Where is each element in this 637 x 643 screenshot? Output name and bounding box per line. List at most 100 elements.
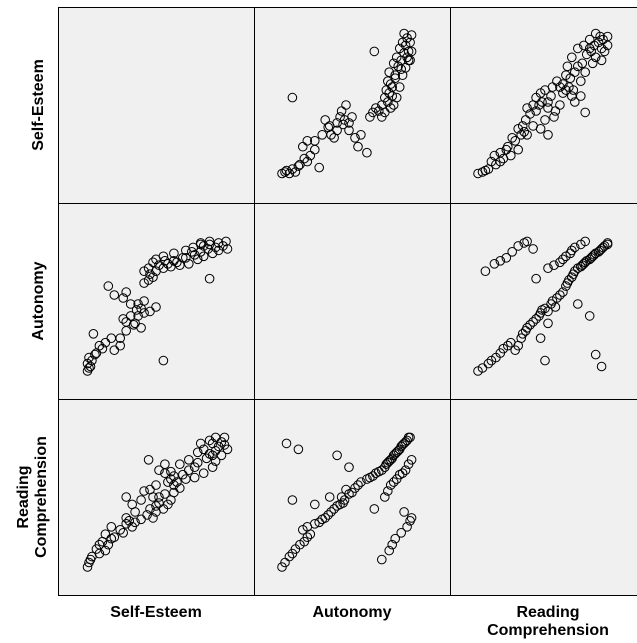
data-point bbox=[154, 465, 164, 476]
data-point bbox=[543, 97, 553, 107]
panel-autonomy-vs-selfesteem bbox=[82, 236, 233, 376]
data-point bbox=[525, 320, 535, 330]
data-point bbox=[189, 472, 200, 483]
data-point bbox=[314, 162, 325, 173]
data-point bbox=[550, 302, 561, 312]
data-point bbox=[198, 468, 209, 479]
data-point bbox=[507, 133, 518, 143]
data-point bbox=[516, 130, 527, 140]
data-point bbox=[121, 287, 131, 297]
data-point bbox=[281, 438, 292, 449]
data-point bbox=[513, 124, 524, 134]
data-point bbox=[396, 528, 407, 538]
data-point bbox=[525, 109, 535, 119]
data-point bbox=[131, 305, 142, 315]
column-label-0-line-0: Self-Esteem bbox=[110, 604, 202, 621]
data-point bbox=[385, 480, 396, 490]
data-point bbox=[326, 507, 336, 517]
data-point bbox=[602, 238, 613, 248]
data-point bbox=[555, 82, 565, 92]
data-point bbox=[329, 504, 339, 514]
data-point bbox=[510, 136, 521, 146]
data-point bbox=[338, 119, 348, 130]
data-point bbox=[584, 311, 595, 321]
data-point bbox=[507, 247, 518, 257]
points-layer bbox=[82, 28, 613, 572]
data-point bbox=[85, 361, 96, 372]
data-point bbox=[136, 495, 146, 505]
data-point bbox=[139, 266, 149, 277]
data-point bbox=[552, 76, 562, 86]
data-point bbox=[192, 447, 203, 458]
data-point bbox=[133, 311, 143, 321]
data-point bbox=[189, 462, 200, 473]
data-point bbox=[561, 85, 571, 95]
data-point bbox=[590, 28, 601, 39]
data-point bbox=[151, 480, 161, 490]
data-point bbox=[565, 73, 576, 83]
data-point bbox=[160, 489, 170, 499]
data-point bbox=[166, 466, 176, 477]
data-point bbox=[207, 462, 218, 473]
data-point bbox=[125, 299, 136, 309]
data-point bbox=[393, 61, 404, 72]
data-point bbox=[396, 64, 407, 74]
panel-reading-vs-autonomy bbox=[277, 432, 417, 572]
data-point bbox=[388, 477, 399, 487]
data-point bbox=[284, 551, 295, 562]
data-point bbox=[602, 40, 613, 51]
data-point bbox=[109, 290, 120, 300]
data-point bbox=[573, 299, 583, 309]
data-point bbox=[118, 528, 128, 538]
panel-autonomy-vs-reading bbox=[473, 236, 613, 376]
data-point bbox=[558, 287, 568, 297]
data-point bbox=[369, 504, 380, 514]
data-point bbox=[175, 459, 185, 470]
data-point bbox=[347, 112, 357, 122]
data-point bbox=[568, 85, 579, 95]
data-point bbox=[399, 507, 409, 517]
data-point bbox=[148, 272, 158, 283]
data-point bbox=[115, 340, 125, 351]
data-point bbox=[184, 259, 194, 269]
data-point bbox=[106, 522, 117, 532]
data-point bbox=[561, 251, 571, 262]
data-point bbox=[528, 317, 538, 327]
data-point bbox=[384, 88, 395, 98]
data-point bbox=[495, 156, 506, 167]
data-point bbox=[377, 465, 387, 476]
data-point bbox=[344, 125, 354, 136]
data-point bbox=[118, 293, 128, 303]
data-point bbox=[531, 106, 541, 116]
data-point bbox=[221, 236, 231, 247]
data-point bbox=[516, 333, 527, 344]
data-point bbox=[320, 513, 331, 523]
data-point bbox=[124, 516, 134, 526]
data-point bbox=[222, 444, 233, 455]
data-point bbox=[204, 435, 215, 446]
data-point bbox=[567, 91, 577, 101]
column-label-2-line-1: Comprehension bbox=[487, 622, 609, 639]
data-point bbox=[310, 136, 320, 146]
data-point bbox=[213, 238, 224, 248]
data-point bbox=[97, 343, 108, 354]
data-point bbox=[519, 238, 530, 248]
data-point bbox=[160, 468, 170, 479]
data-point bbox=[570, 67, 580, 77]
data-point bbox=[151, 254, 161, 265]
data-point bbox=[543, 263, 553, 274]
data-point bbox=[332, 450, 342, 461]
data-point bbox=[543, 318, 553, 329]
data-point bbox=[371, 103, 381, 113]
data-point bbox=[151, 302, 161, 312]
data-point bbox=[178, 469, 188, 480]
data-point bbox=[326, 130, 336, 140]
data-point bbox=[121, 492, 131, 502]
data-point bbox=[390, 70, 401, 80]
data-point bbox=[570, 97, 580, 107]
data-point bbox=[405, 37, 415, 48]
data-point bbox=[94, 340, 105, 351]
data-point bbox=[350, 483, 360, 493]
data-point bbox=[394, 82, 405, 92]
